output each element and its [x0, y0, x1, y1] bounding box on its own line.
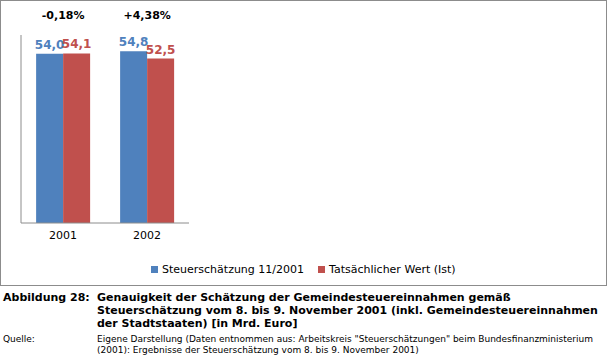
svg-text:2002: 2002 — [133, 229, 161, 242]
html-text:Eigene Darstellung (Daten entn: Eigene Darstellung (Daten entnommen aus:… — [97, 334, 593, 355]
svg-text:52,5: 52,5 — [146, 43, 176, 57]
html-text:Steuerschätzung 11/2001: Steuerschätzung 11/2001 — [162, 263, 304, 276]
svg-text:2001: 2001 — [49, 229, 77, 242]
html-text:Tatsächlicher Wert (Ist): Tatsächlicher Wert (Ist) — [329, 263, 456, 276]
svg-text:+4,38%: +4,38% — [123, 9, 170, 22]
html-text:Quelle:: Quelle: — [3, 334, 35, 344]
svg-text:-0,18%: -0,18% — [42, 9, 85, 22]
svg-text:54,0: 54,0 — [35, 38, 65, 52]
html-text:Abbildung 28:: Abbildung 28: — [3, 291, 90, 304]
svg-text:54,1: 54,1 — [62, 37, 92, 51]
svg-text:54,8: 54,8 — [119, 35, 149, 49]
html-text:Genauigkeit der Schätzung der: Genauigkeit der Schätzung der Gemeindest… — [97, 291, 598, 330]
